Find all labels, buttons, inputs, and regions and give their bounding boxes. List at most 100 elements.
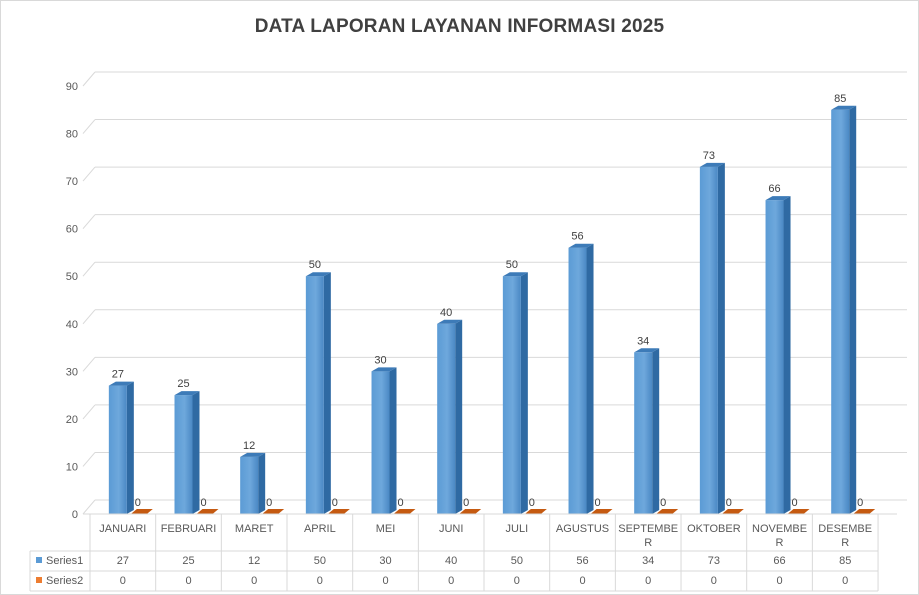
table-cell-series1: 50 [511, 555, 523, 567]
bar-top [371, 367, 397, 372]
y-tick-label: 70 [66, 176, 78, 188]
table-cell-series1: 25 [182, 555, 194, 567]
table-cell-series2: 0 [120, 575, 126, 587]
data-label-series2: 0 [200, 497, 206, 509]
x-category-label: DESEMBE [818, 523, 872, 535]
bar-series1 [765, 196, 791, 514]
y-tick-label: 10 [66, 461, 78, 473]
data-label-series1: 27 [112, 369, 124, 381]
bar-series1 [634, 348, 660, 514]
x-category-label: R [644, 537, 652, 549]
x-category-label: JULI [506, 523, 529, 535]
gridline-depth [82, 71, 96, 87]
bar-side [520, 272, 528, 514]
table-cell-series1: 50 [314, 555, 326, 567]
bar-top [765, 196, 791, 201]
bar-top [502, 272, 528, 277]
bar-front [437, 323, 456, 514]
bar-series1 [371, 367, 397, 514]
chart-title: DATA LAPORAN LAYANAN INFORMASI 2025 [254, 16, 665, 37]
bar-front [568, 247, 587, 514]
table-cell-series2: 0 [185, 575, 191, 587]
bar-side [389, 367, 397, 514]
table-cell-series2: 0 [776, 575, 782, 587]
data-label-series1: 85 [834, 93, 846, 105]
bar-side [455, 319, 463, 514]
bar-front [240, 456, 259, 514]
data-label-series1: 66 [768, 183, 780, 195]
y-tick-label: 60 [66, 224, 78, 236]
x-category-label: APRIL [304, 523, 336, 535]
bar-front [174, 395, 193, 514]
data-label-series1: 34 [637, 335, 649, 347]
x-category-label: OKTOBER [687, 523, 741, 535]
bar-front [502, 276, 521, 514]
bar-series2 [196, 509, 219, 514]
data-label-series1: 40 [440, 307, 452, 319]
bar-front [831, 109, 850, 515]
legend-label-series2: Series2 [46, 575, 83, 587]
gridline-depth [82, 119, 96, 134]
bar-series1 [699, 162, 725, 514]
bar-series1 [568, 243, 594, 514]
bar-side [323, 272, 331, 514]
y-tick-label: 80 [66, 129, 78, 141]
bar-side [192, 391, 200, 514]
table-cell-series2: 0 [251, 575, 257, 587]
bar-series2 [590, 509, 613, 514]
bar-front [371, 371, 390, 514]
legend-key-series2 [36, 577, 42, 583]
x-category-label: MARET [235, 523, 274, 535]
table-cell-series1: 73 [708, 555, 720, 567]
x-category-label: SEPTEMBE [618, 523, 678, 535]
bar-top [568, 243, 594, 248]
bar-top [699, 162, 725, 167]
gridline-depth [82, 404, 96, 420]
table-cell-series2: 0 [579, 575, 585, 587]
data-label-series1: 73 [703, 150, 715, 162]
table-cell-series1: 56 [576, 555, 588, 567]
bar-side [783, 196, 791, 514]
data-label-series2: 0 [594, 497, 600, 509]
bar-series2 [787, 509, 810, 514]
gridline-depth [82, 214, 96, 229]
bar-top [634, 348, 660, 353]
bar-front [108, 385, 127, 514]
bar-top [831, 105, 857, 110]
table-cell-series2: 0 [382, 575, 388, 587]
data-label-series2: 0 [791, 497, 797, 509]
data-label-series2: 0 [463, 497, 469, 509]
data-label-series2: 0 [857, 497, 863, 509]
x-category-label: R [776, 537, 784, 549]
bar-side [258, 452, 266, 514]
table-cell-series1: 66 [773, 555, 785, 567]
data-label-series1: 50 [506, 259, 518, 271]
gridline-depth [82, 261, 96, 277]
table-cell-series1: 12 [248, 555, 260, 567]
bar-series2 [721, 509, 744, 514]
data-label-series2: 0 [529, 497, 535, 509]
table-cell-series1: 30 [379, 555, 391, 567]
bar-series2 [459, 509, 482, 514]
bar-series1 [305, 272, 331, 514]
bar-series1 [108, 381, 134, 514]
table-cell-series2: 0 [645, 575, 651, 587]
data-label-series2: 0 [726, 497, 732, 509]
bar-top [108, 381, 134, 386]
data-label-series1: 30 [374, 354, 386, 366]
table-cell-series1: 85 [839, 555, 851, 567]
x-category-label: NOVEMBE [752, 523, 807, 535]
data-label-series2: 0 [397, 497, 403, 509]
y-tick-label: 90 [66, 81, 78, 93]
bar-series2 [130, 509, 153, 514]
gridline-depth [82, 166, 96, 182]
bar-series1 [174, 391, 200, 514]
x-category-label: JANUARI [99, 523, 146, 535]
bar-series2 [262, 509, 285, 514]
data-label-series1: 56 [571, 231, 583, 243]
x-category-label: R [841, 537, 849, 549]
bar-front [634, 352, 653, 514]
data-label-series2: 0 [660, 497, 666, 509]
table-cell-series1: 34 [642, 555, 654, 567]
